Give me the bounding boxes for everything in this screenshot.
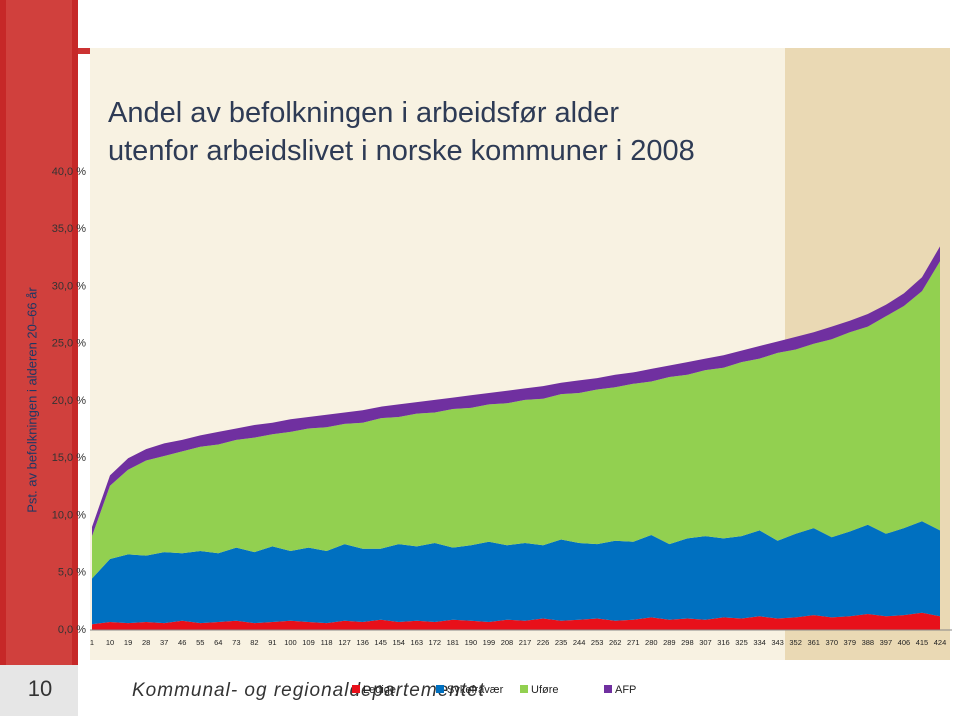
y-tick-label: 15,0 %	[52, 452, 86, 464]
legend-label: Uføre	[531, 684, 559, 696]
legend-label: Ledige	[363, 684, 396, 696]
x-tick-label: 343	[771, 638, 784, 647]
x-tick-label: 172	[429, 638, 442, 647]
x-tick-label: 316	[717, 638, 730, 647]
y-tick-label: 10,0 %	[52, 509, 86, 521]
x-tick-label: 244	[573, 638, 586, 647]
legend-label: Sykefravær	[447, 684, 504, 696]
page-box	[0, 665, 78, 716]
page-number: 10	[28, 676, 52, 701]
chart-title: Andel av befolkningen i arbeidsfør alder…	[108, 97, 695, 167]
x-tick-label: 28	[142, 638, 150, 647]
x-tick-label: 190	[465, 638, 478, 647]
x-tick-label: 10	[106, 638, 114, 647]
department: Kommunal- og regionaldepartementet	[132, 680, 485, 701]
x-tick-label: 271	[627, 638, 640, 647]
legend-swatch	[604, 685, 612, 693]
x-tick-label: 226	[537, 638, 550, 647]
x-tick-label: 73	[232, 638, 240, 647]
x-tick-label: 379	[844, 638, 857, 647]
y-tick-label: 40,0 %	[52, 166, 86, 178]
x-tick-label: 199	[483, 638, 496, 647]
x-tick-label: 55	[196, 638, 204, 647]
area-0	[92, 612, 940, 630]
x-tick-label: 19	[124, 638, 132, 647]
legend-swatch	[352, 685, 360, 693]
x-tick-label: 127	[338, 638, 351, 647]
x-tick-label: 181	[447, 638, 460, 647]
x-tick-label: 334	[753, 638, 766, 647]
x-tick-label: 406	[898, 638, 911, 647]
x-tick-label: 235	[555, 638, 568, 647]
decor-strip-overlay	[6, 0, 72, 665]
x-tick-label: 208	[501, 638, 514, 647]
x-tick-label: 118	[321, 638, 333, 647]
x-tick-label: 145	[374, 638, 387, 647]
x-tick-label: 46	[178, 638, 186, 647]
x-tick-label: 100	[284, 638, 297, 647]
x-tick-label: 64	[214, 638, 222, 647]
legend-label: AFP	[615, 684, 636, 696]
area-1	[92, 521, 940, 625]
x-tick-label: 262	[609, 638, 622, 647]
x-tick-label: 217	[519, 638, 532, 647]
x-tick-label: 109	[302, 638, 315, 647]
x-tick-label: 298	[681, 638, 694, 647]
x-tick-label: 37	[160, 638, 168, 647]
x-tick-label: 307	[699, 638, 712, 647]
x-tick-label: 361	[807, 638, 820, 647]
y-tick-label: 5,0 %	[58, 567, 86, 579]
x-tick-label: 370	[825, 638, 838, 647]
area-3	[92, 246, 940, 537]
y-tick-label: 20,0 %	[52, 395, 86, 407]
x-tick-label: 82	[250, 638, 258, 647]
x-tick-label: 325	[735, 638, 748, 647]
x-tick-label: 289	[663, 638, 676, 647]
x-tick-label: 154	[392, 638, 405, 647]
x-tick-label: 424	[934, 638, 947, 647]
x-tick-label: 91	[268, 638, 276, 647]
x-tick-label: 388	[862, 638, 875, 647]
x-tick-label: 397	[880, 638, 893, 647]
area-2	[92, 261, 940, 579]
y-tick-label: 0,0 %	[58, 624, 86, 636]
x-tick-label: 1	[90, 638, 94, 647]
x-tick-label: 253	[591, 638, 604, 647]
x-tick-label: 136	[356, 638, 369, 647]
x-tick-label: 415	[916, 638, 929, 647]
legend-swatch	[436, 685, 444, 693]
legend-swatch	[520, 685, 528, 693]
x-tick-label: 163	[411, 638, 424, 647]
x-tick-label: 352	[789, 638, 802, 647]
x-tick-label: 280	[645, 638, 658, 647]
y-tick-label: 35,0 %	[52, 223, 86, 235]
y-tick-label: 30,0 %	[52, 280, 86, 292]
y-tick-label: 25,0 %	[52, 338, 86, 350]
y-axis-title: Pst. av befolkningen i alderen 20–66 år	[24, 287, 39, 513]
